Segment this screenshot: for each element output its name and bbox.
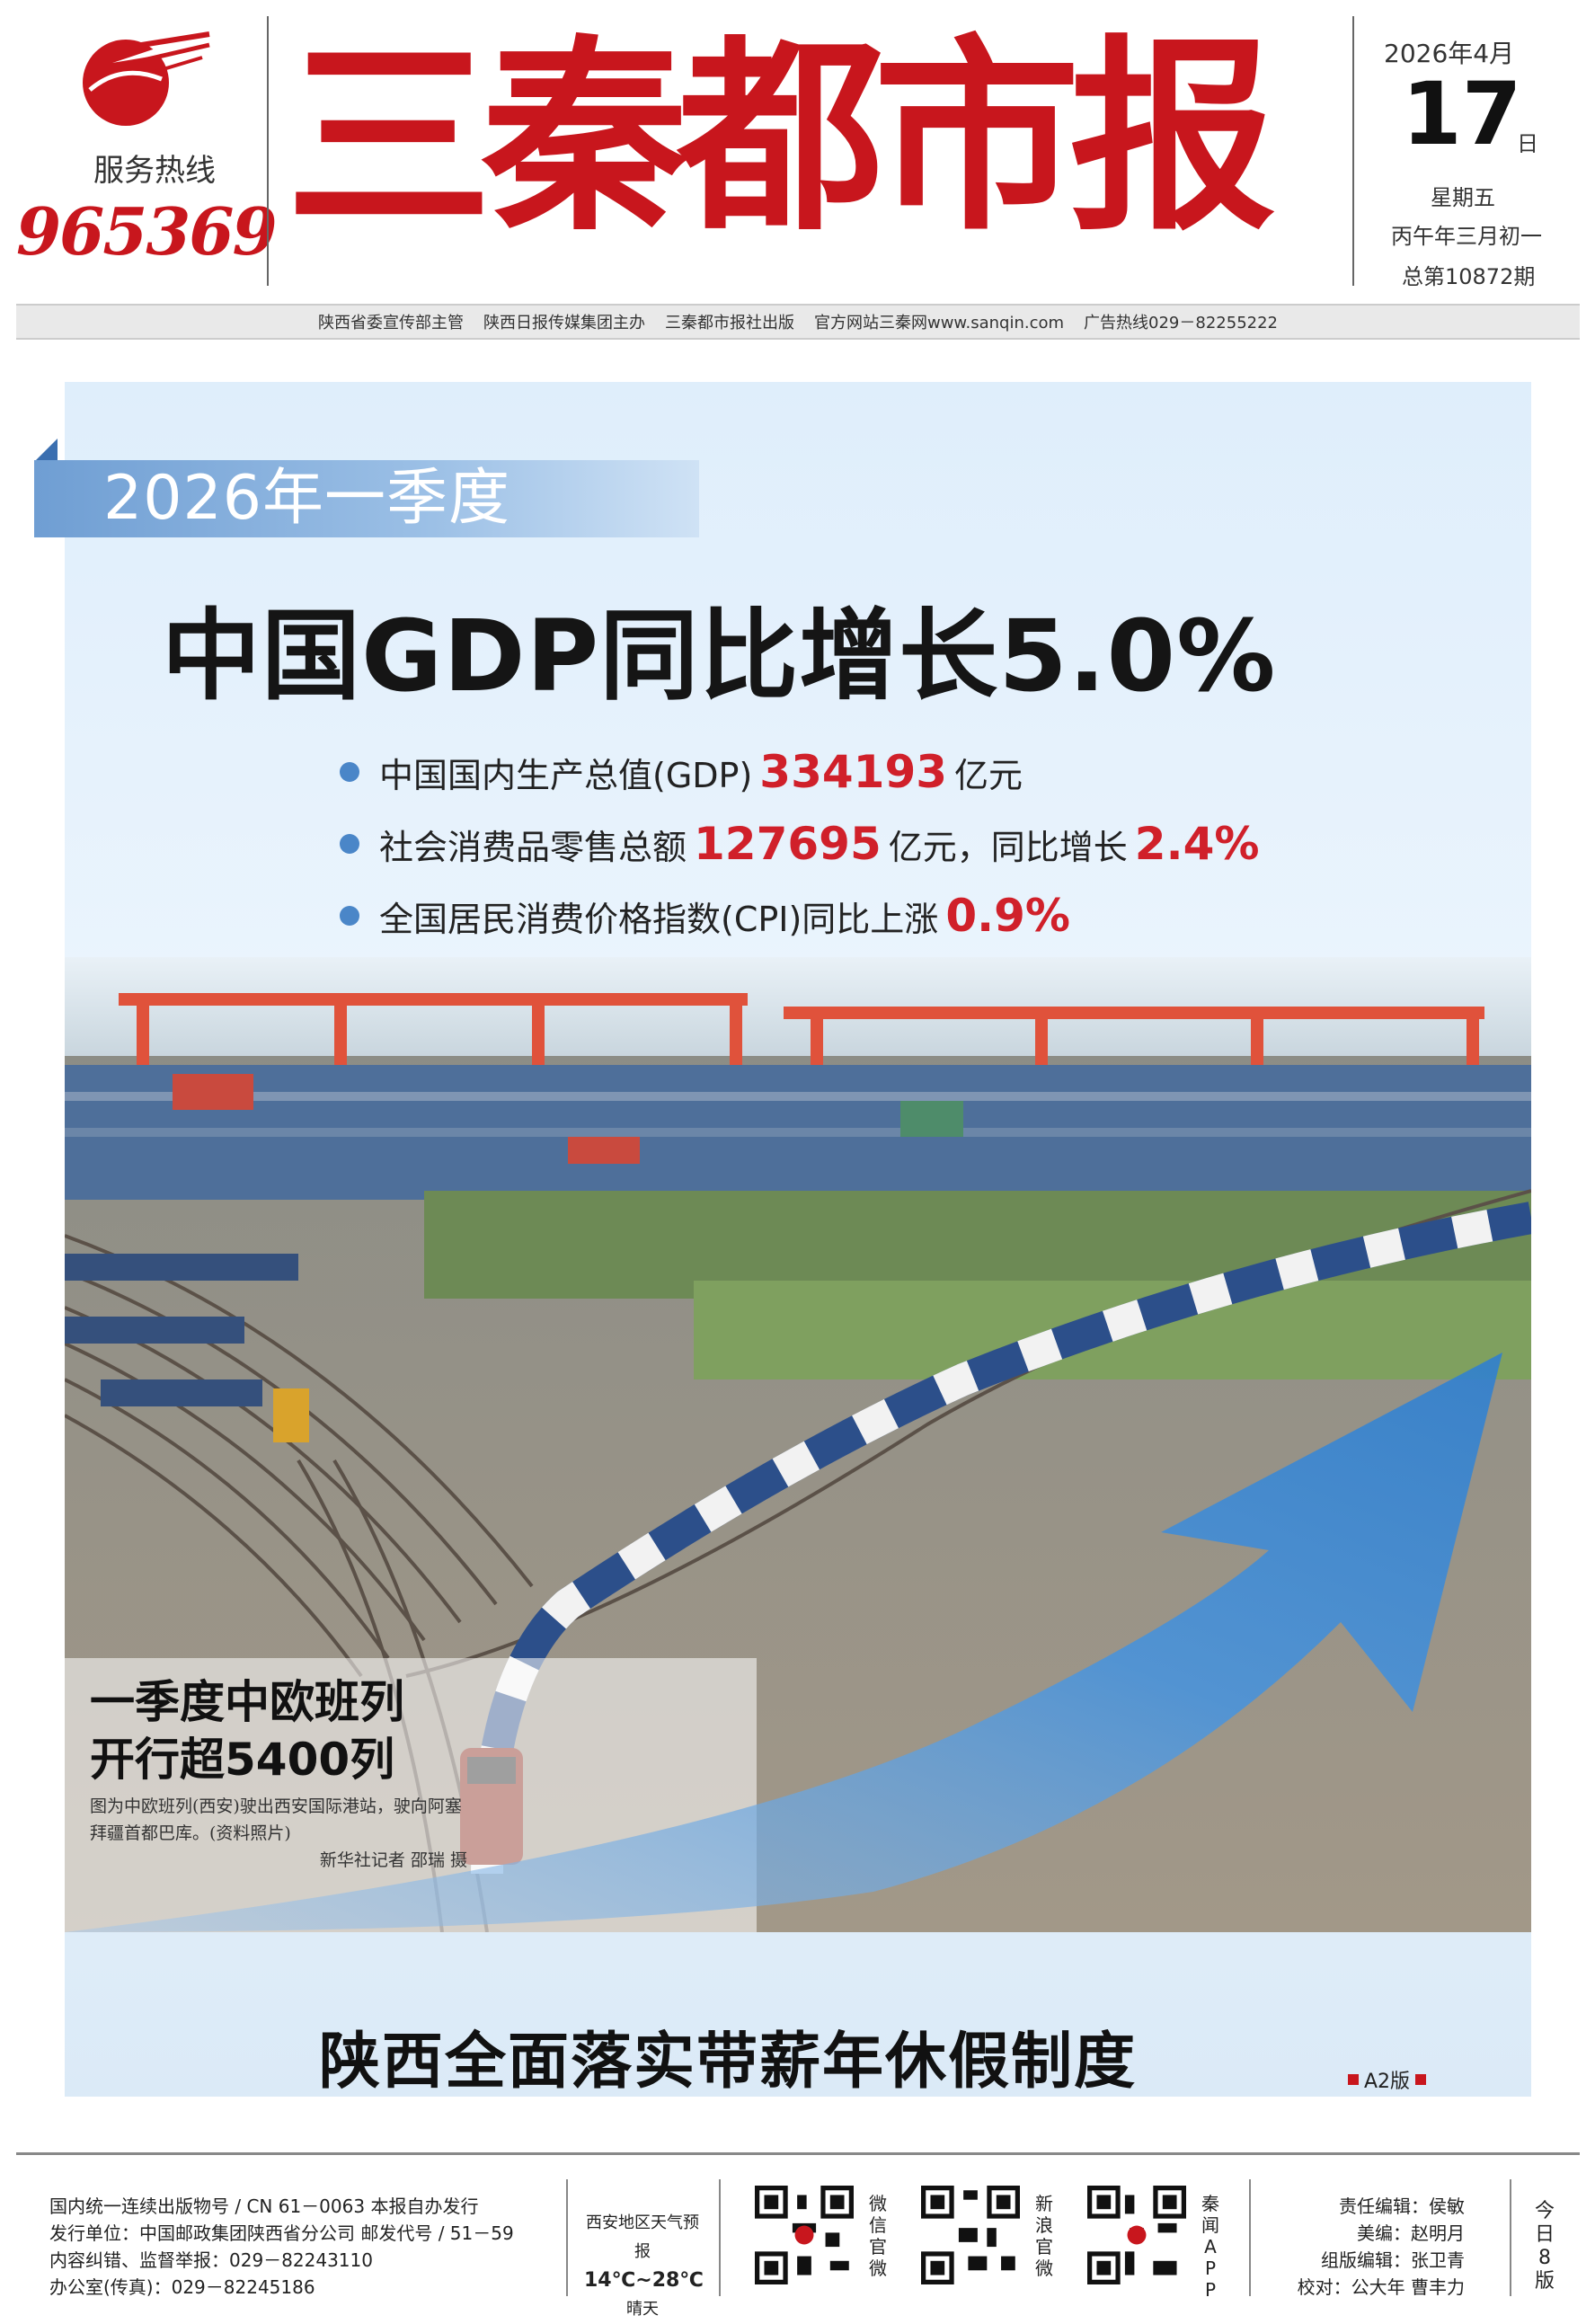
kicker-fold-decoration: [34, 439, 58, 462]
edition-count: 今日8版: [1534, 2200, 1555, 2293]
date-day: 17: [1402, 64, 1522, 164]
photo-caption: 图为中欧班列(西安)驶出西安国际港站，驶向阿塞拜疆首都巴库。(资料照片) 新华社…: [90, 1793, 467, 1874]
freight-train-photo[interactable]: [65, 957, 1531, 1932]
date-day-suffix: 日: [1517, 131, 1538, 156]
masthead-divider: [1352, 16, 1354, 286]
lunar-date: 丙午年三月初一: [1391, 224, 1542, 249]
info-bar-item: 陕西日报传媒集团主办: [483, 314, 645, 333]
stat-value: 334193: [759, 746, 948, 798]
footer-divider: [1510, 2179, 1511, 2296]
stat-gdp: 中国国内生产总值(GDP) 334193 亿元: [340, 746, 1023, 798]
footer-divider: [1249, 2179, 1251, 2296]
stat-value: 2.4%: [1134, 818, 1260, 870]
info-bar-item: 三秦都市报社出版: [664, 314, 794, 333]
stat-cpi: 全国居民消费价格指数(CPI)同比上涨 0.9%: [340, 890, 1077, 942]
weibo-qr-code-icon[interactable]: [921, 2186, 1020, 2284]
app-qr-code-icon[interactable]: [1087, 2186, 1186, 2284]
footer-divider: [719, 2179, 721, 2296]
stat-text: 亿元: [954, 755, 1023, 795]
stat-text: 全国居民消费价格指数(CPI)同比上涨: [379, 899, 939, 939]
stat-value: 0.9%: [945, 890, 1070, 942]
date-year-month: 2026年4月: [1384, 39, 1515, 68]
newspaper-logo-icon: [83, 31, 210, 126]
qr-label-wechat: 微信官微: [869, 2193, 887, 2279]
secondary-headline[interactable]: 陕西全面落实带薪年休假制度: [319, 2027, 1138, 2098]
masthead-divider: [267, 16, 269, 286]
editor-line: 校对：公大年 曹丰力: [1297, 2276, 1465, 2298]
square-bullet-icon: [1348, 2074, 1359, 2085]
footer-divider: [566, 2179, 568, 2296]
stat-retail-sales: 社会消费品零售总额 127695 亿元，同比增长 2.4%: [340, 818, 1266, 870]
wechat-qr-code-icon[interactable]: [755, 2186, 854, 2284]
stat-value: 127695: [694, 818, 882, 870]
square-bullet-icon: [1415, 2074, 1427, 2085]
pub-info-line: 内容纠错、监督举报：029－82243110: [49, 2249, 373, 2271]
bullet-icon: [340, 762, 359, 782]
kicker-banner: [34, 460, 699, 537]
pub-info-line: 国内统一连续出版物号 / CN 61－0063 本报自办发行: [49, 2195, 479, 2217]
bullet-icon: [340, 906, 359, 926]
info-bar-item: 陕西省委宣传部主管: [317, 314, 464, 333]
info-bar-item[interactable]: 官方网站三秦网www.sanqin.com: [813, 314, 1065, 333]
issue-number: 总第10872期: [1402, 264, 1536, 289]
weather-temperature: 14℃~28℃: [584, 2269, 704, 2292]
photo-caption-title: 一季度中欧班列 开行超5400列: [90, 1673, 404, 1788]
bullet-icon: [340, 834, 359, 854]
weather-description: 晴天: [626, 2300, 659, 2319]
hotline-number: 965369: [16, 193, 278, 270]
hotline-label: 服务热线: [93, 153, 216, 189]
editor-credits: 责任编辑：侯敏 美编：赵明月 组版编辑：张卫青 校对：公大年 曹丰力: [1285, 2193, 1465, 2301]
pub-info-line: 办公室(传真)：029－82245186: [49, 2276, 315, 2298]
weather-region: 西安地区天气预报: [586, 2213, 699, 2261]
stat-text: 亿元，同比增长: [888, 827, 1128, 867]
page-reference[interactable]: A2版: [1348, 2065, 1427, 2094]
photo-caption-line: 一季度中欧班列: [90, 1676, 404, 1728]
photo-caption-line: 开行超5400列: [90, 1734, 395, 1786]
stat-text: 中国国内生产总值(GDP): [379, 755, 753, 795]
publication-info: 国内统一连续出版物号 / CN 61－0063 本报自办发行 发行单位：中国邮政…: [49, 2193, 514, 2301]
weather-forecast: 西安地区天气预报 14℃~28℃ 晴天: [584, 2209, 704, 2324]
newspaper-title: 三秦都市报: [286, 16, 1276, 259]
page-reference-label: A2版: [1364, 2071, 1411, 2093]
publisher-info-bar: 陕西省委宣传部主管 陕西日报传媒集团主办 三秦都市报社出版 官方网站三秦网www…: [16, 304, 1580, 340]
lead-headline[interactable]: 中国GDP同比增长5.0%: [162, 599, 1277, 714]
qr-label-weibo: 新浪官微: [1035, 2193, 1053, 2279]
editor-line: 美编：赵明月: [1357, 2222, 1465, 2244]
editor-line: 组版编辑：张卫青: [1321, 2249, 1465, 2271]
lead-kicker: 2026年一季度: [103, 463, 511, 534]
pub-info-line: 发行单位：中国邮政集团陕西省分公司 邮发代号 / 51－59: [49, 2222, 514, 2244]
photo-credit-text: 新华社记者 邵瑞 摄: [319, 1850, 467, 1870]
photo-caption-text: 图为中欧班列(西安)驶出西安国际港站，驶向阿塞拜疆首都巴库。(资料照片): [90, 1796, 462, 1843]
editor-line: 责任编辑：侯敏: [1339, 2195, 1465, 2217]
info-bar-item: 广告热线029－82255222: [1084, 314, 1279, 333]
date-weekday: 星期五: [1431, 185, 1495, 210]
qr-label-app: 秦闻APP: [1201, 2193, 1219, 2301]
stat-text: 社会消费品零售总额: [379, 827, 687, 867]
footer-rule: [16, 2152, 1580, 2155]
